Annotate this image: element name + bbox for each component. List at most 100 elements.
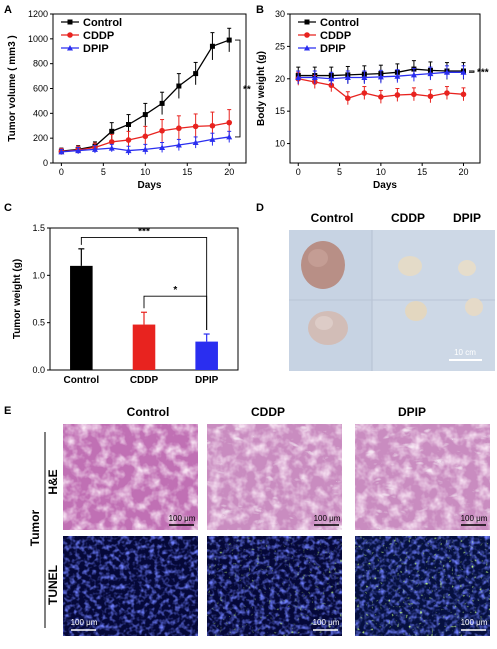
body-weight-legend-marker bbox=[304, 45, 310, 51]
tumor-volume-data-point bbox=[226, 133, 233, 140]
body-weight-data-point bbox=[444, 90, 450, 96]
body-weight-x-tick-label: 15 bbox=[417, 167, 427, 177]
body-weight-data-point bbox=[411, 91, 417, 98]
tunel-image-cddp: 100 μm bbox=[207, 536, 342, 636]
tumor-volume-data-point bbox=[209, 136, 216, 142]
tumor-weight-y-tick-label: 0.5 bbox=[32, 318, 45, 328]
tumor-dpip-1 bbox=[458, 260, 476, 276]
tumor-volume-data-point bbox=[209, 122, 216, 129]
scale-label-he-control: 100 μm bbox=[169, 514, 196, 523]
tumor-volume-x-axis-title: Days bbox=[138, 180, 162, 191]
tumor-volume-data-point bbox=[159, 144, 166, 150]
tumor-volume-data-point bbox=[159, 127, 165, 134]
body-weight-data-point bbox=[295, 74, 302, 80]
body-weight-data-point bbox=[460, 69, 467, 75]
body-weight-data-point bbox=[328, 75, 335, 82]
tumor-weight-significance-bracket bbox=[143, 295, 208, 331]
chart-body-weight: 0 5 10 15 20 10 15 20 25 30 Days Body weight (g) Con… bbox=[256, 9, 489, 191]
tumor-volume-data-point bbox=[58, 148, 65, 155]
he-image-cddp: 100 μm bbox=[207, 424, 342, 530]
body-weight-data-point bbox=[443, 69, 450, 75]
tumor-weight-bar-dpip bbox=[195, 341, 218, 370]
body-weight-legend-label-dpip: DPIP bbox=[320, 43, 346, 55]
tumor-volume-y-tick-label: 200 bbox=[33, 133, 48, 143]
body-weight-data-point bbox=[377, 73, 384, 80]
body-weight-plot-frame bbox=[289, 13, 481, 164]
scale-label-he-cddp: 100 μm bbox=[314, 514, 341, 523]
tumor-volume-data-point bbox=[109, 128, 115, 134]
tumor-volume-data-point bbox=[192, 139, 199, 146]
tumor-volume-y-tick-label: 400 bbox=[33, 108, 48, 118]
panel-label-c: C bbox=[4, 202, 12, 214]
tumor-volume-data-point bbox=[209, 43, 215, 49]
tumor-volume-x-tick-label: 15 bbox=[182, 167, 192, 177]
panel-label-a: A bbox=[4, 4, 12, 16]
tumor-weight-bar-control bbox=[70, 265, 93, 370]
tumor-photo-panel: Control CDDP DPIP 10 cm bbox=[289, 211, 495, 371]
tumor-volume-data-point bbox=[125, 137, 132, 143]
body-weight-data-point bbox=[394, 92, 401, 98]
tumor-volume-y-tick-label: 0 bbox=[43, 158, 48, 168]
tumor-volume-data-point bbox=[175, 141, 182, 148]
photo-scale-label: 10 cm bbox=[454, 348, 476, 357]
row-group-label: Tumor bbox=[28, 509, 42, 546]
body-weight-data-point bbox=[410, 71, 417, 78]
tumor-weight-y-tick-label: 1.5 bbox=[32, 223, 45, 233]
tumor-dpip-2 bbox=[465, 298, 483, 316]
tumor-volume-data-point bbox=[126, 122, 132, 128]
tumor-volume-y-axis-title: Tumor volume ( mm3 ) bbox=[7, 35, 18, 142]
row-label-he: H&E bbox=[46, 469, 60, 494]
tumor-volume-legend-marker bbox=[67, 19, 73, 25]
body-weight-data-point bbox=[311, 74, 318, 80]
body-weight-data-point bbox=[427, 70, 434, 77]
body-weight-y-tick-label: 10 bbox=[275, 139, 285, 149]
tumor-volume-data-point bbox=[226, 37, 232, 43]
tumor-weight-y-tick-label: 0.0 bbox=[32, 365, 45, 375]
tumor-volume-data-point bbox=[142, 133, 149, 140]
tumor-weight-y-tick-label: 1.0 bbox=[32, 270, 45, 280]
tumor-volume-x-tick-label: 20 bbox=[224, 167, 234, 177]
panel-label-e: E bbox=[4, 405, 11, 417]
tumor-weight-category-label-dpip: DPIP bbox=[195, 375, 219, 386]
tumor-weight-significance-label: *** bbox=[138, 226, 150, 237]
tumor-volume-y-tick-label: 800 bbox=[33, 59, 48, 69]
body-weight-data-point bbox=[427, 93, 434, 100]
tumor-volume-y-tick-label: 1000 bbox=[28, 34, 48, 44]
body-weight-y-tick-label: 30 bbox=[275, 9, 285, 19]
tunel-image-control: 100 μm bbox=[63, 536, 198, 636]
body-weight-data-point bbox=[378, 94, 384, 100]
tumor-volume-x-tick-label: 0 bbox=[59, 167, 64, 177]
tumor-volume-data-point bbox=[192, 123, 199, 130]
body-weight-x-tick-label: 20 bbox=[458, 167, 468, 177]
tumor-volume-data-point bbox=[159, 100, 165, 106]
body-weight-x-axis-title: Days bbox=[373, 180, 397, 191]
body-weight-legend-label-control: Control bbox=[320, 17, 359, 29]
he-image-control: 100 μm bbox=[63, 424, 198, 530]
tumor-volume-legend-label-cddp: CDDP bbox=[83, 30, 114, 42]
tumor-volume-data-point bbox=[176, 125, 182, 132]
tumor-volume-legend-marker bbox=[67, 45, 73, 51]
histology-header-dpip: DPIP bbox=[398, 405, 426, 419]
scale-label-tunel-dpip: 100 μm bbox=[461, 618, 488, 627]
photo-header-dpip: DPIP bbox=[453, 211, 481, 225]
histology-header-cddp: CDDP bbox=[251, 405, 285, 419]
body-weight-significance-bracket bbox=[469, 70, 475, 73]
photo-header-cddp: CDDP bbox=[391, 211, 425, 225]
tumor-volume-legend-label-control: Control bbox=[83, 17, 122, 29]
tunel-image-dpip: 100 μm bbox=[355, 536, 490, 636]
tumor-cddp-1 bbox=[398, 256, 422, 276]
tumor-cddp-2 bbox=[405, 301, 427, 321]
body-weight-data-point bbox=[361, 90, 368, 96]
body-weight-data-point bbox=[344, 74, 351, 80]
tumor-volume-significance-label: ** bbox=[243, 85, 251, 96]
tumor-volume-legend-label-dpip: DPIP bbox=[83, 43, 109, 55]
tumor-volume-data-point bbox=[125, 147, 132, 154]
histology-panel: Control CDDP DPIP Tumor H&E TUNEL 100 μm… bbox=[28, 405, 490, 636]
body-weight-legend-marker bbox=[304, 32, 310, 38]
tumor-weight-significance-bracket bbox=[80, 237, 208, 331]
body-weight-significance-label: *** bbox=[477, 68, 489, 79]
tumor-volume-significance-bracket bbox=[235, 39, 241, 138]
row-label-tunel: TUNEL bbox=[46, 565, 60, 605]
